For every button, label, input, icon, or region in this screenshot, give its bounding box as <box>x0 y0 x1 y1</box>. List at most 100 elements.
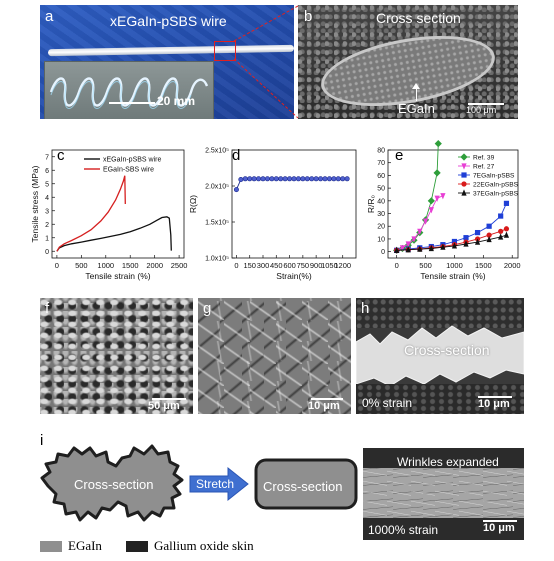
sem-texture-g <box>198 298 351 414</box>
y-tick-label: 1 <box>45 235 49 242</box>
legend-swatch-oxide <box>126 541 148 552</box>
y-axis-label: Tensile stress (MPa) <box>30 165 40 242</box>
data-point <box>233 187 239 193</box>
h-section-label: Cross-section <box>404 342 490 358</box>
x-axis-label: Strain(%) <box>276 271 312 281</box>
panel-g: 10 μm g <box>198 298 351 414</box>
legend-label: 37EGaIn-pSBS <box>473 191 519 198</box>
y-tick-label: 6 <box>45 168 49 175</box>
x-tick-label: 500 <box>75 261 88 270</box>
data-point <box>278 176 284 182</box>
panel-i-schematic <box>40 444 358 522</box>
legend-label: 22EGaIn-pSBS <box>473 182 519 189</box>
y-tick-label: 40 <box>377 198 385 205</box>
zoom-lines <box>233 5 299 119</box>
data-point <box>291 176 297 182</box>
panel-letter-c: c <box>57 147 65 164</box>
legend-label: Ref. 39 <box>473 155 495 162</box>
panel-h: Cross-section 0% strain 10 μm h <box>356 298 524 414</box>
data-point <box>451 238 458 245</box>
data-point <box>242 176 248 182</box>
i-right-label: Cross-section <box>263 479 343 494</box>
data-point <box>304 176 310 182</box>
x-tick-label: 1200 <box>334 261 351 270</box>
y-tick-label: 2.0x10⁵ <box>205 184 229 191</box>
x-tick-label: 2000 <box>146 261 163 270</box>
data-point <box>451 242 458 249</box>
panel-letter-b: b <box>304 8 313 25</box>
y-tick-label: 2.5x10⁵ <box>205 148 229 155</box>
i-sem-strain: 1000% strain <box>368 523 439 537</box>
data-point <box>344 176 350 182</box>
y-tick-label: 1.5x10⁵ <box>205 220 229 227</box>
data-point <box>427 197 435 205</box>
inset-scale-label: 20 mm <box>157 94 196 108</box>
panel-letter-e: e <box>395 147 404 164</box>
inset-photo: 20 mm <box>44 61 214 119</box>
data-point <box>269 176 275 182</box>
h-scale-label: 10 μm <box>478 398 510 410</box>
data-point <box>238 177 244 183</box>
g-scale-bar <box>311 398 343 400</box>
x-tick-label: 0 <box>395 261 399 270</box>
x-tick-label: 500 <box>419 261 432 270</box>
i-sem-scale-bar <box>483 520 517 522</box>
x-tick-label: 1500 <box>475 261 492 270</box>
coil-spring <box>49 77 209 109</box>
data-point <box>313 176 319 182</box>
legend-marker <box>461 189 467 196</box>
b-scale-bar <box>468 103 504 105</box>
data-point <box>440 193 446 200</box>
y-tick-label: 10 <box>377 236 385 243</box>
i-sem-scale-label: 10 μm <box>483 522 515 534</box>
egain-arrow <box>416 85 417 101</box>
b-scale-label: 100 μm <box>466 105 497 115</box>
x-axis-label: Tensile strain (%) <box>85 271 150 281</box>
f-scale-label: 50 μm <box>148 400 180 412</box>
legend-label-oxide: Gallium oxide skin <box>154 538 254 553</box>
y-tick-label: 1.0x10⁵ <box>205 256 229 263</box>
y-tick-label: 80 <box>377 148 385 155</box>
panel-b: Cross section EGaIn 100 μm b <box>298 5 518 119</box>
x-tick-label: 600 <box>283 261 296 270</box>
legend-label: 7EGaIn-pSBS <box>473 173 515 180</box>
h-scale-bar <box>478 396 512 398</box>
egain-label: EGaIn <box>398 101 435 116</box>
data-point <box>474 229 481 236</box>
y-tick-label: 0 <box>381 249 385 256</box>
x-tick-label: 450 <box>270 261 283 270</box>
data-point <box>256 176 262 182</box>
panel-letter-d: d <box>232 147 241 164</box>
x-tick-label: 300 <box>257 261 270 270</box>
h-strain-label: 0% strain <box>362 396 413 410</box>
x-tick-label: 900 <box>310 261 323 270</box>
legend-label: xEGaIn-pSBS wire <box>103 157 161 164</box>
data-point <box>486 235 492 243</box>
data-point <box>428 207 434 214</box>
wrinkled-cross-section <box>40 444 184 522</box>
panel-letter-i: i <box>40 432 44 449</box>
y-tick-label: 4 <box>45 195 49 202</box>
data-point <box>434 140 442 148</box>
y-tick-label: 70 <box>377 160 385 167</box>
data-point <box>486 232 492 238</box>
data-point <box>399 245 406 252</box>
data-point <box>498 213 504 219</box>
legend-label: EGaIn-SBS wire <box>103 167 154 174</box>
data-point <box>503 226 510 232</box>
y-tick-label: 20 <box>377 224 385 231</box>
data-point <box>405 246 411 253</box>
data-point <box>433 169 441 177</box>
data-point <box>417 245 423 252</box>
plot-frame <box>231 149 357 259</box>
x-tick-label: 1500 <box>122 261 139 270</box>
legend-label: Ref. 27 <box>473 164 495 171</box>
i-arrow-label: Stretch <box>196 477 235 491</box>
x-tick-label: 1000 <box>446 261 463 270</box>
chart-e: 0 500 1000 1500 2000 0 10 20 30 40 50 60 70 80 Tensile… <box>366 140 521 281</box>
data-point <box>282 176 288 182</box>
data-point <box>422 218 429 225</box>
zoom-box <box>214 41 236 61</box>
sem-texture-f <box>40 298 193 414</box>
data-point <box>318 176 324 182</box>
